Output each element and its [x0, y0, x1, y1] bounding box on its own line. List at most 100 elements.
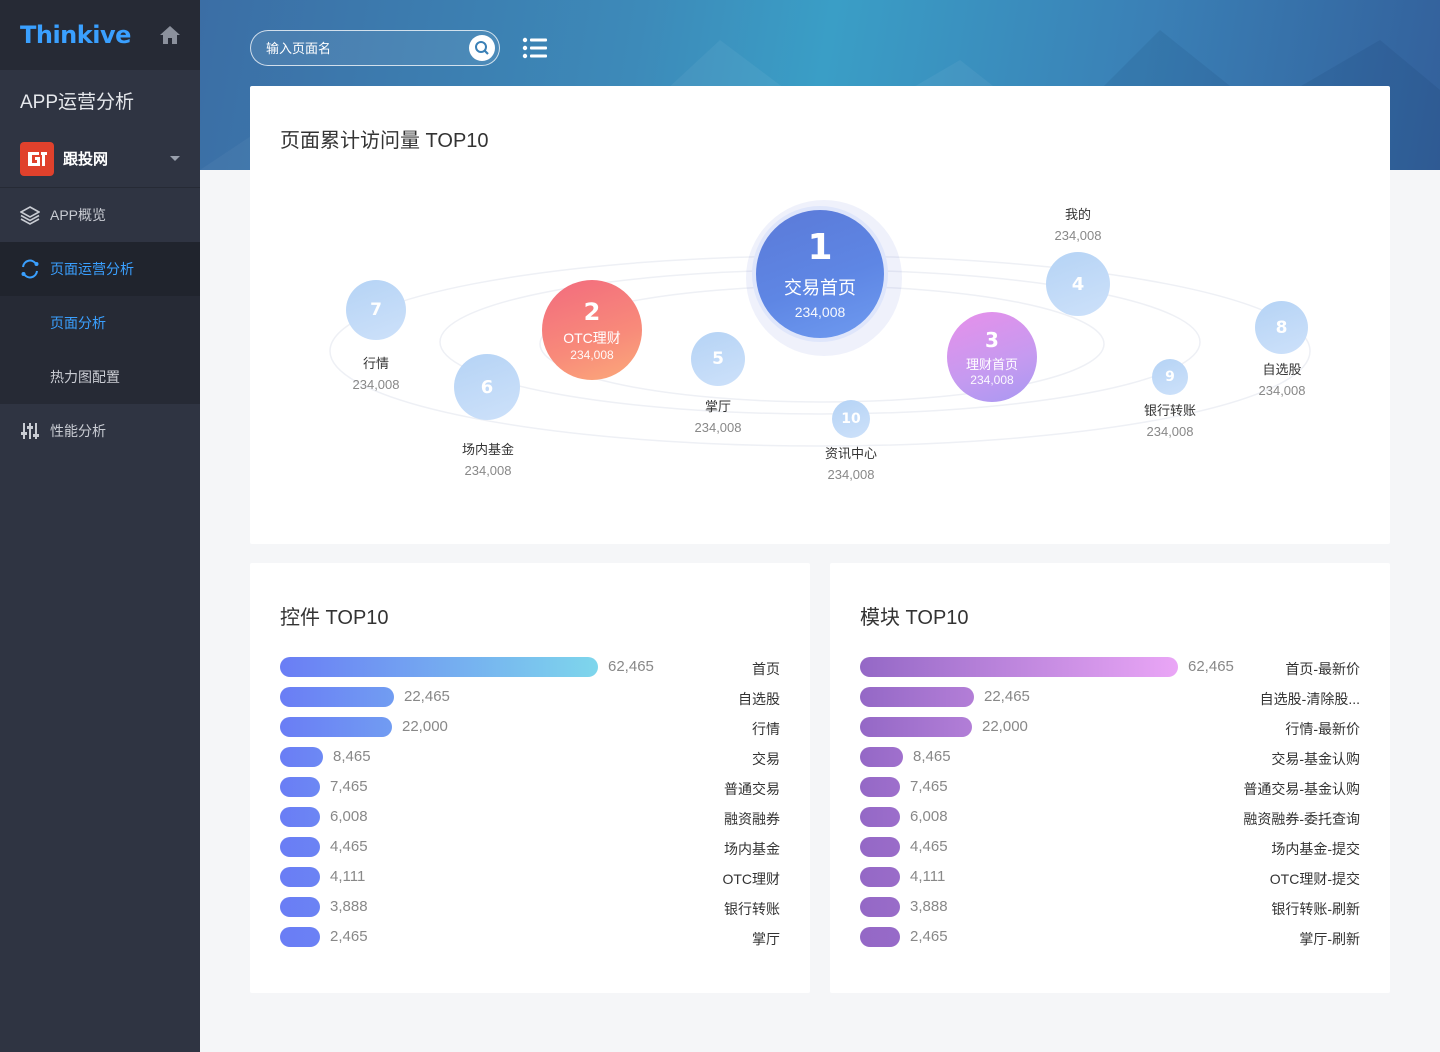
bubble-label-value: 234,008: [464, 463, 512, 478]
module-bar: [860, 807, 900, 827]
bubble-label-name: 我的: [1064, 207, 1091, 222]
module-row[interactable]: 7,465 普通交易-基金认购: [860, 777, 1360, 807]
module-row[interactable]: 4,465 场内基金-提交: [860, 837, 1360, 867]
control-label: 银行转账: [724, 901, 780, 917]
module-bar: [860, 657, 1178, 677]
bubble-name: OTC理财: [563, 330, 621, 346]
sidebar: Thinkive APP运营分析 跟投网 APP概览 页面运营分析 页面分析 热…: [0, 0, 200, 1052]
module-row[interactable]: 6,008 融资融券-委托查询: [860, 807, 1360, 837]
bubble-label-8: 自选股 234,008: [1222, 359, 1342, 398]
module-row[interactable]: 2,465 掌厅-刷新: [860, 927, 1360, 957]
control-bar: [280, 897, 320, 917]
bubble-rank-2[interactable]: 2 OTC理财 234,008: [542, 280, 642, 380]
control-row[interactable]: 8,465 交易: [280, 747, 780, 777]
bubble-rank-8[interactable]: 8: [1255, 301, 1308, 354]
nav-label: 性能分析: [50, 423, 106, 439]
bubble-rank-6[interactable]: 6: [454, 354, 520, 420]
module-label: 首页-最新价: [1285, 661, 1360, 677]
logo-bar: Thinkive: [0, 0, 200, 70]
control-bar: [280, 687, 394, 707]
bubble-label-5: 掌厅 234,008: [658, 396, 778, 435]
bubble-rank: 7: [370, 300, 382, 320]
bubble-rank-4[interactable]: 4: [1046, 252, 1110, 316]
card-title: 模块 TOP10: [860, 607, 969, 629]
module-value: 4,465: [910, 838, 948, 855]
nav-item-performance[interactable]: 性能分析: [0, 404, 200, 458]
nav-item-page-ops[interactable]: 页面运营分析: [0, 242, 200, 296]
module-bar: [860, 777, 900, 797]
module-row[interactable]: 3,888 银行转账-刷新: [860, 897, 1360, 927]
bubble-name: 交易首页: [784, 278, 856, 298]
control-row[interactable]: 22,000 行情: [280, 717, 780, 747]
module-value: 62,465: [1188, 658, 1234, 675]
home-icon[interactable]: [158, 24, 182, 46]
controls-top10-card: 控件 TOP10 62,465 首页 22,465 自选股 22,000 行情 8,465 交…: [250, 563, 810, 993]
sub-nav-page-analysis[interactable]: 页面分析: [50, 315, 106, 331]
control-value: 8,465: [333, 748, 371, 765]
bubble-label-name: 银行转账: [1143, 403, 1196, 418]
nav-label: 页面运营分析: [50, 261, 134, 277]
module-label: 掌厅-刷新: [1299, 931, 1360, 947]
module-label: OTC理财-提交: [1269, 871, 1360, 887]
control-label: 行情: [752, 721, 780, 737]
control-label: 普通交易: [724, 781, 780, 797]
app-name: 跟投网: [63, 151, 109, 168]
bubble-rank: 2: [583, 298, 601, 326]
bubble-label-value: 234,008: [694, 420, 742, 435]
control-row[interactable]: 3,888 银行转账: [280, 897, 780, 927]
control-row[interactable]: 7,465 普通交易: [280, 777, 780, 807]
module-value: 8,465: [913, 748, 951, 765]
module-row[interactable]: 22,465 自选股-清除股...: [860, 687, 1360, 717]
module-row[interactable]: 62,465 首页-最新价: [860, 657, 1360, 687]
nav-item-app-overview[interactable]: APP概览: [0, 188, 200, 242]
controls-bar-list: 62,465 首页 22,465 自选股 22,000 行情 8,465 交易 7,465 普通交…: [280, 657, 780, 957]
bubble-rank: 9: [1165, 369, 1175, 385]
control-value: 7,465: [330, 778, 368, 795]
search-input[interactable]: [266, 40, 456, 56]
modules-top10-card: 模块 TOP10 62,465 首页-最新价 22,465 自选股-清除股... 22,…: [830, 563, 1390, 993]
control-row[interactable]: 4,111 OTC理财: [280, 867, 780, 897]
bubble-rank-5[interactable]: 5: [691, 332, 745, 386]
module-row[interactable]: 8,465 交易-基金认购: [860, 747, 1360, 777]
control-label: OTC理财: [722, 871, 780, 887]
bubble-value: 234,008: [794, 304, 846, 320]
control-row[interactable]: 62,465 首页: [280, 657, 780, 687]
control-row[interactable]: 2,465 掌厅: [280, 927, 780, 957]
bubble-value: 234,008: [970, 372, 1014, 387]
module-row[interactable]: 4,111 OTC理财-提交: [860, 867, 1360, 897]
bubble-rank-10[interactable]: 10: [832, 400, 870, 438]
control-value: 2,465: [330, 928, 368, 945]
module-label: 融资融券-委托查询: [1243, 811, 1360, 827]
control-value: 62,465: [608, 658, 654, 675]
bubble-name: 理财首页: [965, 356, 1018, 372]
module-value: 7,465: [910, 778, 948, 795]
bubble-rank: 6: [480, 376, 494, 398]
control-label: 融资融券: [724, 811, 780, 827]
bubble-rank-3[interactable]: 3 理财首页 234,008: [947, 312, 1037, 402]
bubble-label-name: 场内基金: [461, 442, 514, 457]
bubble-label-7: 行情 234,008: [316, 353, 436, 392]
logo[interactable]: Thinkive: [20, 21, 131, 49]
card-title: 页面累计访问量 TOP10: [280, 130, 489, 152]
control-value: 4,111: [330, 868, 366, 885]
control-row[interactable]: 6,008 融资融券: [280, 807, 780, 837]
bubble-rank-1[interactable]: 1 交易首页 234,008: [752, 206, 888, 342]
module-label: 场内基金-提交: [1271, 841, 1360, 857]
app-selector[interactable]: 跟投网: [0, 130, 200, 188]
control-row[interactable]: 22,465 自选股: [280, 687, 780, 717]
control-row[interactable]: 4,465 场内基金: [280, 837, 780, 867]
control-value: 22,465: [404, 688, 450, 705]
bubble-rank-7[interactable]: 7: [346, 280, 406, 340]
control-bar: [280, 657, 598, 677]
bubble-rank: 3: [985, 327, 999, 352]
search-icon: [475, 41, 489, 55]
sub-nav-heatmap-config[interactable]: 热力图配置: [50, 369, 120, 385]
refresh-circle-icon: [20, 259, 40, 279]
list-menu-icon[interactable]: [522, 35, 548, 61]
sliders-icon: [20, 421, 40, 441]
bubble-label-value: 234,008: [827, 467, 875, 482]
module-label: 普通交易-基金认购: [1243, 781, 1360, 797]
bubble-rank-9[interactable]: 9: [1152, 359, 1188, 395]
search-button[interactable]: [469, 35, 495, 61]
module-row[interactable]: 22,000 行情-最新价: [860, 717, 1360, 747]
